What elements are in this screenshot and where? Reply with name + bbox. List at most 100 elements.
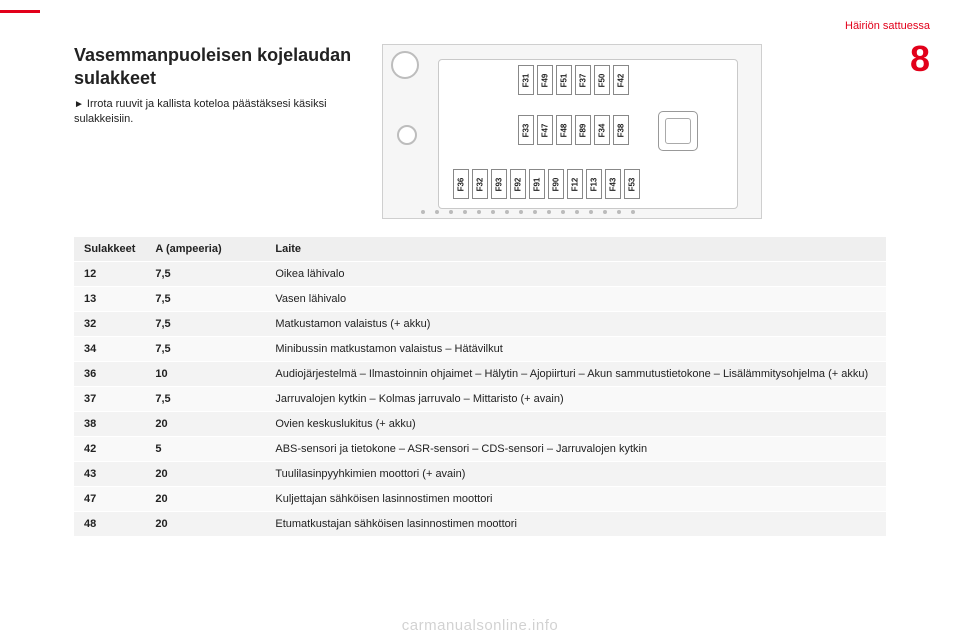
cell-fuse: 36 [74, 362, 145, 387]
fuse-label: F32 [475, 177, 484, 191]
cell-device: ABS-sensori ja tietokone – ASR-sensori –… [265, 437, 886, 462]
cell-amps: 10 [145, 362, 265, 387]
cell-device: Tuulilasinpyyhkimien moottori (+ avain) [265, 462, 886, 487]
cell-device: Ovien keskuslukitus (+ akku) [265, 412, 886, 437]
table-header-row: Sulakkeet A (ampeeria) Laite [74, 237, 886, 262]
fuse-slot: F50 [594, 65, 610, 95]
page-title: Vasemmanpuoleisen kojelaudan sulakkeet [74, 44, 354, 89]
cell-device: Matkustamon valaistus (+ akku) [265, 312, 886, 337]
breadcrumb: Häiriön sattuessa [845, 20, 930, 32]
cell-amps: 7,5 [145, 262, 265, 287]
fuse-slot: F37 [575, 65, 591, 95]
fuse-slot: F53 [624, 169, 640, 199]
fuse-slot: F49 [537, 65, 553, 95]
fuse-slot: F43 [605, 169, 621, 199]
table-row: 3610Audiojärjestelmä – Ilmastoinnin ohja… [74, 362, 886, 387]
table-row: 347,5Minibussin matkustamon valaistus – … [74, 337, 886, 362]
cell-fuse: 38 [74, 412, 145, 437]
diagram-connector-dots [421, 210, 741, 214]
instruction-text: ►Irrota ruuvit ja kallista koteloa pääst… [74, 97, 354, 128]
cell-fuse: 34 [74, 337, 145, 362]
cell-device: Etumatkustajan sähköisen lasinnostimen m… [265, 512, 886, 537]
fuse-slot: F92 [510, 169, 526, 199]
cell-device: Minibussin matkustamon valaistus – Hätäv… [265, 337, 886, 362]
cell-amps: 5 [145, 437, 265, 462]
col-header-amps: A (ampeeria) [145, 237, 265, 262]
table-row: 4820Etumatkustajan sähköisen lasinnostim… [74, 512, 886, 537]
table-row: 137,5Vasen lähivalo [74, 287, 886, 312]
cell-device: Oikea lähivalo [265, 262, 886, 287]
cell-fuse: 32 [74, 312, 145, 337]
fuse-table: Sulakkeet A (ampeeria) Laite 127,5Oikea … [74, 237, 886, 537]
fuse-slot: F13 [586, 169, 602, 199]
fuse-label: F50 [597, 73, 606, 87]
arrow-icon: ► [74, 99, 84, 110]
table-row: 3820Ovien keskuslukitus (+ akku) [74, 412, 886, 437]
fuse-slot: F34 [594, 115, 610, 145]
table-row: 127,5Oikea lähivalo [74, 262, 886, 287]
cell-amps: 20 [145, 462, 265, 487]
cell-amps: 20 [145, 512, 265, 537]
diagram-col: F31F49F51F37F50F42F33F47F48F89F34F38F36F… [382, 44, 886, 219]
fuse-label: F53 [627, 177, 636, 191]
fuse-slot: F89 [575, 115, 591, 145]
fuse-label: F37 [578, 73, 587, 87]
diagram-screw-hole [391, 51, 419, 79]
fuse-slot: F51 [556, 65, 572, 95]
fuse-label: F47 [540, 123, 549, 137]
top-accent-bar [0, 10, 40, 13]
fuse-label: F13 [589, 177, 598, 191]
instruction-body: Irrota ruuvit ja kallista koteloa päästä… [74, 98, 327, 125]
fusebox-diagram: F31F49F51F37F50F42F33F47F48F89F34F38F36F… [382, 44, 762, 219]
fuse-label: F91 [532, 177, 541, 191]
fuse-slot: F31 [518, 65, 534, 95]
cell-fuse: 43 [74, 462, 145, 487]
fuse-label: F48 [559, 123, 568, 137]
table-row: 327,5Matkustamon valaistus (+ akku) [74, 312, 886, 337]
fuse-slot: F12 [567, 169, 583, 199]
intro-row: Vasemmanpuoleisen kojelaudan sulakkeet ►… [74, 44, 886, 219]
cell-fuse: 37 [74, 387, 145, 412]
fuse-slot: F47 [537, 115, 553, 145]
cell-fuse: 12 [74, 262, 145, 287]
fuse-slot: F42 [613, 65, 629, 95]
fuse-slot: F90 [548, 169, 564, 199]
page-content: Vasemmanpuoleisen kojelaudan sulakkeet ►… [74, 44, 886, 537]
cell-amps: 7,5 [145, 312, 265, 337]
fuse-label: F51 [559, 73, 568, 87]
intro-text-col: Vasemmanpuoleisen kojelaudan sulakkeet ►… [74, 44, 354, 219]
fuse-label: F49 [540, 73, 549, 87]
fuse-label: F42 [616, 73, 625, 87]
cell-amps: 20 [145, 487, 265, 512]
table-row: 377,5Jarruvalojen kytkin – Kolmas jarruv… [74, 387, 886, 412]
cell-amps: 7,5 [145, 287, 265, 312]
fuse-slot: F93 [491, 169, 507, 199]
fuse-row: F31 F49 F51 F37 F50 F42 [518, 65, 629, 95]
cell-device: Jarruvalojen kytkin – Kolmas jarruvalo –… [265, 387, 886, 412]
cell-fuse: 13 [74, 287, 145, 312]
fuse-slot: F48 [556, 115, 572, 145]
cell-amps: 7,5 [145, 337, 265, 362]
fuse-label: F38 [616, 123, 625, 137]
fuse-label: F36 [456, 177, 465, 191]
fuse-label: F12 [570, 177, 579, 191]
cell-device: Vasen lähivalo [265, 287, 886, 312]
fuse-label: F93 [494, 177, 503, 191]
fuse-label: F90 [551, 177, 560, 191]
fuse-slot: F32 [472, 169, 488, 199]
table-row: 4320Tuulilasinpyyhkimien moottori (+ ava… [74, 462, 886, 487]
fuse-label: F33 [521, 123, 530, 137]
fuse-slot: F91 [529, 169, 545, 199]
cell-fuse: 47 [74, 487, 145, 512]
fuse-row: F36 F32 F93 F92 F91 F90 F12 F13 F43 F53 [453, 169, 640, 199]
fuse-slot: F38 [613, 115, 629, 145]
fuse-label: F31 [521, 73, 530, 87]
fuse-label: F34 [597, 123, 606, 137]
table-row: 4720Kuljettajan sähköisen lasinnostimen … [74, 487, 886, 512]
fuse-label: F89 [578, 123, 587, 137]
col-header-device: Laite [265, 237, 886, 262]
cell-fuse: 42 [74, 437, 145, 462]
fuse-label: F43 [608, 177, 617, 191]
relay-block [658, 111, 698, 151]
cell-fuse: 48 [74, 512, 145, 537]
